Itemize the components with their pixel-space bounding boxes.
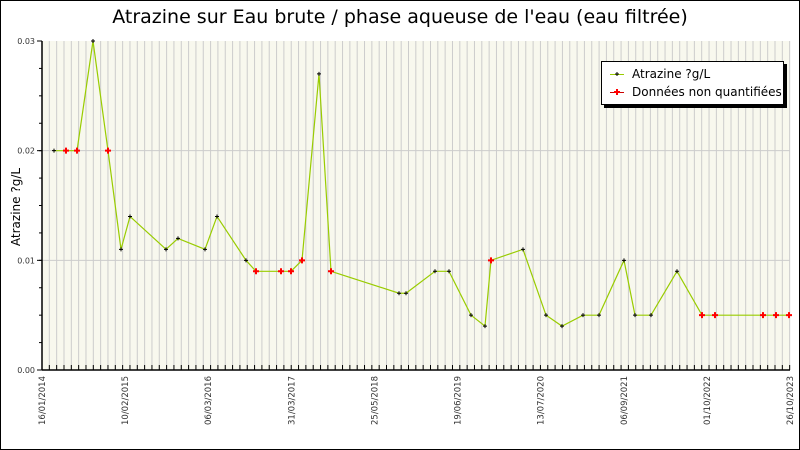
svg-text:10/02/2015: 10/02/2015 <box>121 376 131 425</box>
legend-item-atrazine: Atrazine ?g/L <box>610 65 710 83</box>
svg-text:0.02: 0.02 <box>17 147 35 156</box>
svg-text:13/07/2020: 13/07/2020 <box>537 376 547 425</box>
chart-title: Atrazine sur Eau brute / phase aqueuse d… <box>112 6 688 28</box>
legend-label: Atrazine ?g/L <box>632 67 711 81</box>
svg-text:0.00: 0.00 <box>17 366 35 375</box>
svg-text:01/10/2022: 01/10/2022 <box>703 376 713 425</box>
svg-text:06/03/2016: 06/03/2016 <box>204 376 214 425</box>
svg-text:16/01/2014: 16/01/2014 <box>38 376 48 425</box>
legend-item-non-quantified: Données non quantifiées <box>610 83 782 101</box>
svg-text:06/09/2021: 06/09/2021 <box>620 376 630 425</box>
svg-text:26/10/2023: 26/10/2023 <box>786 376 796 425</box>
svg-text:25/05/2018: 25/05/2018 <box>370 376 380 425</box>
line-marker-icon <box>610 69 624 79</box>
svg-text:0.03: 0.03 <box>17 37 35 46</box>
red-marker-icon <box>610 87 624 97</box>
svg-text:19/06/2019: 19/06/2019 <box>454 376 464 425</box>
svg-text:0.01: 0.01 <box>17 256 35 265</box>
svg-text:31/03/2017: 31/03/2017 <box>287 376 297 425</box>
legend: Atrazine ?g/L Données non quantifiées <box>601 61 784 105</box>
legend-label: Données non quantifiées <box>632 85 782 99</box>
